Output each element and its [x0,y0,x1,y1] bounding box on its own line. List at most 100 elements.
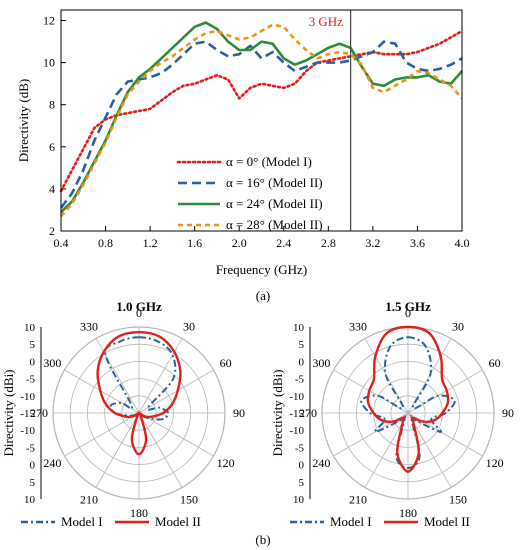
series-line-4 [60,23,463,218]
angle-tick-label: 330 [349,319,367,333]
y-tick-label: 2 [49,224,55,238]
angle-tick-label: 30 [452,319,464,333]
angle-tick-label: 30 [183,319,195,333]
polar-title: 1.0 GHz [116,299,162,314]
x-tick-label: 3.2 [365,236,380,250]
y-tick-label: 6 [49,140,55,154]
angle-tick-label: 120 [486,456,504,470]
radial-tick-label: 0 [30,460,36,472]
polar-spoke [138,338,183,414]
angle-tick-label: 240 [312,456,330,470]
series-line-3 [60,21,463,214]
polar-legend-label: Model II [424,514,470,529]
x-tick-label: 1.2 [143,236,158,250]
angle-tick-label: 90 [502,406,514,420]
angle-tick-label: 270 [30,406,48,420]
polar-series-2 [96,331,182,456]
radial-tick-label: -10 [289,391,304,403]
polar-spoke [138,412,183,488]
angle-tick-label: 270 [299,406,317,420]
angle-tick-label: 90 [233,406,245,420]
radial-tick-label: 5 [299,477,305,489]
legend: α = 0° (Model I) α = 16° (Model II) α = 24… [176,154,323,232]
plot-frame [60,9,463,232]
radial-tick-label: 10 [293,494,305,506]
legend-label: α = 16° (Model II) [226,175,323,190]
legend-label: α = 24° (Model II) [226,196,323,211]
polar-chart-1ghz: 0 30 60 90 120 150 180 210 240 270 300 330 10 5 0 -5 -10… [1,299,245,529]
radial-axis-label: Directivity (dBi) [1,369,16,456]
x-tick-label: 2.4 [276,236,291,250]
polar-chart-1-5ghz: 0 30 60 90 120 150 180 210 240 270 300 330 10 5 0 -5 -10… [270,299,514,529]
radial-tick-label: 0 [30,356,36,368]
radial-tick-label: 10 [293,322,305,334]
polar-spoke [95,338,140,414]
radial-tick-label: -5 [295,374,305,386]
x-tick-label: 1.6 [187,236,202,250]
polar-legend-label: Model II [155,514,201,529]
angle-tick-label: 0 [136,306,142,320]
radial-tick-label: 10 [24,494,36,506]
angle-tick-label: 180 [130,506,148,520]
subfigure-label-b: (b) [255,532,270,547]
polar-series-1 [360,336,456,470]
radial-tick-label: -15 [289,408,304,420]
axis-ticks: 0.4 0.8 1.2 1.6 2.0 2.4 2.8 3.2 3.6 4.0 2 4 6 8 10 12 [43,14,470,250]
legend-label: α = 0° (Model I) [226,154,312,169]
x-tick-label: 0.4 [54,236,69,250]
angle-tick-label: 150 [449,493,467,507]
y-tick-label: 10 [43,56,55,70]
angle-tick-label: 120 [217,456,235,470]
subfigure-label-a: (a) [256,288,270,303]
radial-tick-label: -10 [20,391,35,403]
angle-tick-label: 240 [43,456,61,470]
polar-spoke [407,412,452,488]
angle-tick-label: 180 [399,506,417,520]
radial-tick-label: 0 [299,460,305,472]
y-tick-label: 8 [49,98,55,112]
series-line-2 [59,40,463,209]
annotation-3ghz: 3 GHz [309,14,344,29]
x-tick-label: 3.6 [410,236,425,250]
radial-tick-label: 5 [30,477,36,489]
angle-tick-label: 210 [349,493,367,507]
polar-spoke [95,412,140,488]
radial-tick-label: -10 [289,425,304,437]
radial-tick-label: -5 [295,442,305,454]
radial-tick-label: 0 [299,356,305,368]
radial-tick-label: 5 [299,339,305,351]
polar-series-2 [366,325,450,473]
radial-tick-label: -15 [20,408,35,420]
radial-tick-label: 10 [24,322,36,334]
polar-spoke [364,412,409,488]
x-tick-label: 4.0 [455,236,470,250]
radial-axis-label: Directivity (dBi) [270,369,285,456]
y-tick-label: 4 [49,182,55,196]
polar-spoke [64,412,140,457]
angle-tick-label: 150 [180,493,198,507]
series-line-1 [59,29,464,193]
radial-tick-label: -5 [26,442,36,454]
directivity-vs-frequency-chart: 3 GHz 0.4 0.8 1.2 1.6 2.0 2.4 2.8 3.2 3.6 4.0 2 4 6 8… [16,9,470,277]
radial-tick-label: -10 [20,425,35,437]
y-tick-label: 12 [43,14,55,28]
angle-tick-label: 330 [80,319,98,333]
x-tick-label: 0.8 [98,236,113,250]
angle-tick-label: 300 [312,356,330,370]
legend-label: α = 28° (Model II) [226,217,323,232]
angle-tick-label: 60 [220,356,232,370]
angle-tick-label: 60 [489,356,501,370]
angle-tick-label: 300 [43,356,61,370]
x-tick-label: 2.0 [232,236,247,250]
y-axis-label: Directivity (dB) [16,79,31,162]
radial-tick-label: -5 [26,374,36,386]
polar-legend-label: Model I [330,514,372,529]
x-tick-label: 2.8 [321,236,336,250]
polar-legend-label: Model I [61,514,103,529]
angle-tick-label: 210 [80,493,98,507]
polar-spoke [138,412,214,457]
line-series-group [59,21,464,218]
x-axis-label: Frequency (GHz) [216,262,307,277]
polar-title: 1.5 GHz [385,299,431,314]
